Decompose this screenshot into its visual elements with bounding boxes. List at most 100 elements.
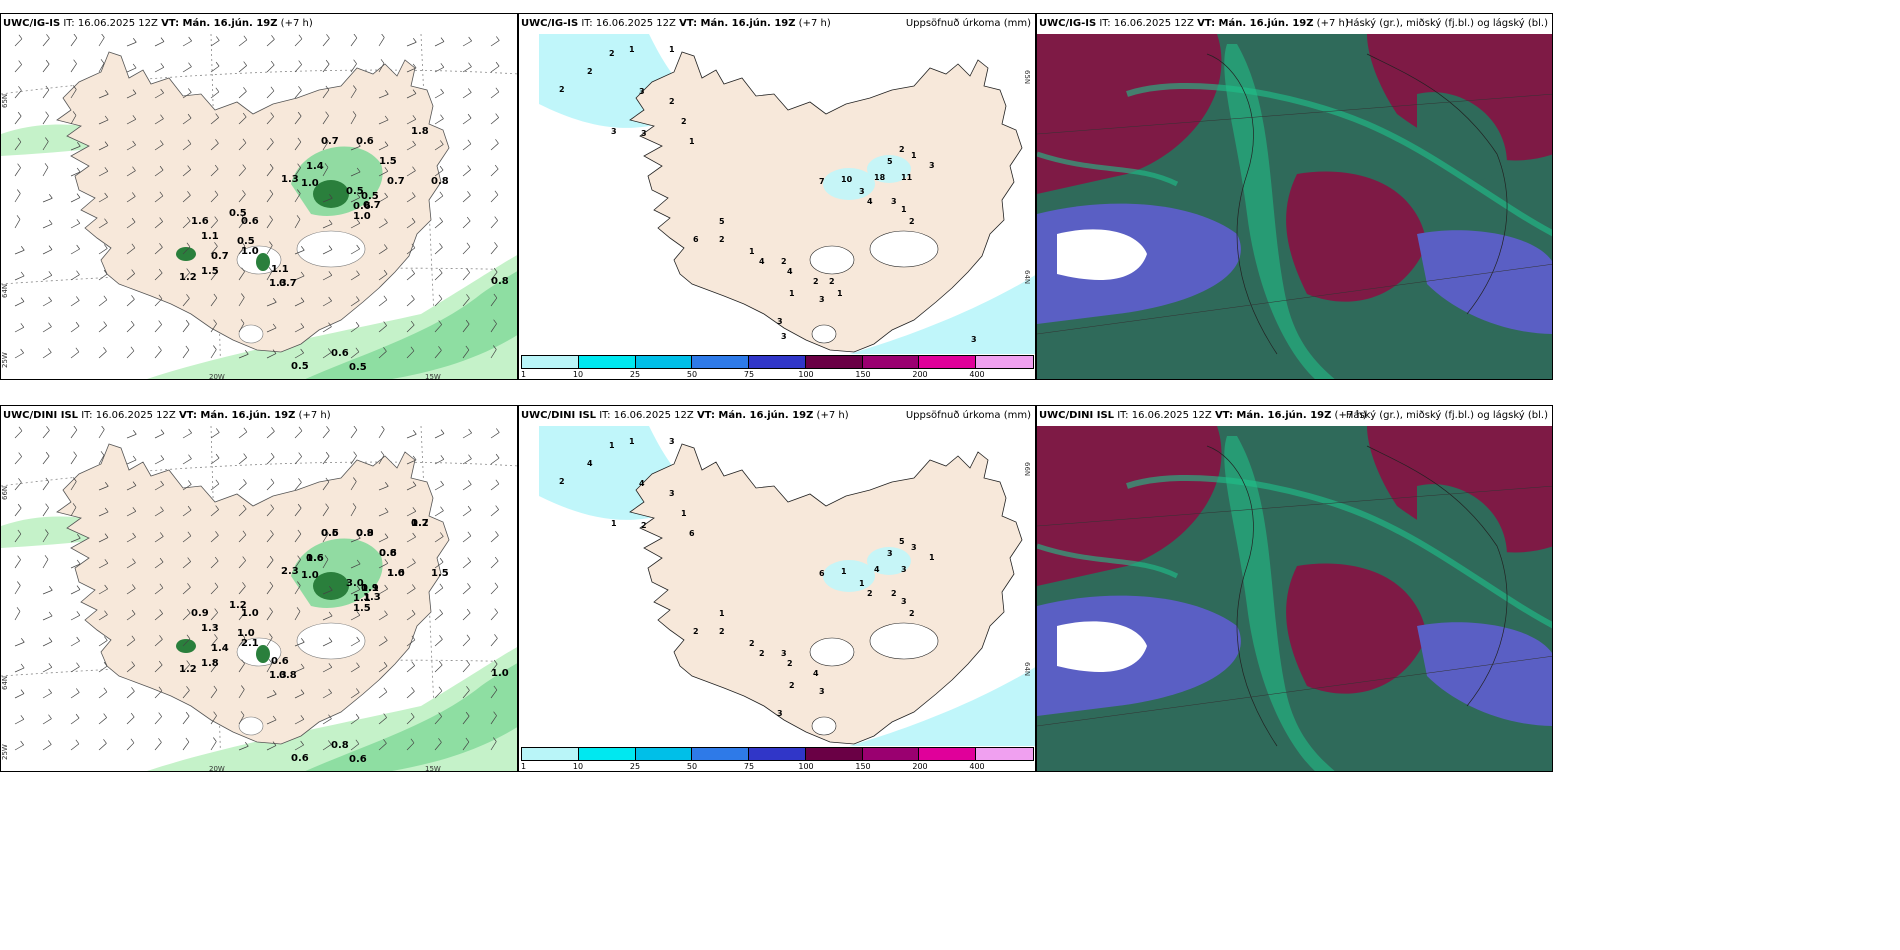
wind-barb-flag [240,711,245,716]
wind-barb [434,92,444,99]
wind-barb [210,457,220,465]
wind-barb-flag [104,533,109,538]
wind-barb-flag [493,267,498,273]
wind-barb-flag [440,140,444,145]
wind-barb-flag [130,712,135,718]
wind-barb-flag [20,297,25,302]
wind-barb [490,483,500,491]
wind-value-label: 0.8 [379,548,397,559]
wind-barb [266,142,274,151]
wind-barb [210,323,217,333]
wind-barb [98,196,108,203]
wind-barb-flag [241,607,246,613]
wind-barb [490,741,497,751]
wind-barb-flag [300,246,305,251]
wind-barb [210,246,218,255]
wind-barb [322,115,329,125]
wind-barb [154,433,165,439]
wind-barb [266,611,273,621]
wind-barb-flag [325,477,330,483]
wind-barb [462,272,470,281]
wind-barb [490,457,500,465]
wind-barb [182,509,192,517]
wind-value-label: 0.5 [237,236,255,247]
wind-barb [42,559,49,569]
iceland-landmass [56,443,450,745]
wind-barb-flag [130,738,135,744]
wind-barb [98,588,108,595]
wind-value-label: 0.6 [271,656,289,667]
precip-value-label: 1 [789,289,795,298]
wind-barb-flag [353,451,357,456]
wind-barb-flag [466,634,471,640]
wind-barb-flag [325,451,330,457]
precip-value-label: 3 [819,687,825,696]
wind-barb-flag [159,609,163,614]
wind-barb-flag [272,323,277,329]
panel-header: UWC/IG-IS IT: 16.06.2025 12Z VT: Mán. 16… [1039,18,1349,29]
legend-tick-label: 400 [969,370,985,379]
wind-barb-flag [356,270,360,275]
latitude-label: 65N [1023,70,1031,84]
wind-barb [14,167,21,177]
wind-barb-flag [160,506,164,511]
wind-barb-flag [160,455,165,460]
wind-barb [350,171,361,177]
precip-value-label: 5 [719,217,725,226]
wind-barb-flag [243,87,247,92]
wind-value-label: 0.7 [363,200,381,211]
wind-value-label: 0.6 [291,753,309,764]
wind-barb-flag [439,243,443,248]
valid-time: VT: Mán. 16.jún. 19Z [679,18,796,29]
wind-barb-flag [76,142,81,147]
wind-barb [70,197,81,203]
wind-barb-flag [213,685,218,691]
precip-value-label: 2 [559,477,565,486]
wind-barb-flag [214,242,218,247]
wind-barb [350,300,360,307]
wind-barb-flag [356,636,360,642]
precip-value-label: 4 [867,197,873,206]
wind-barb-flag [493,659,498,665]
coastline [1366,445,1508,707]
wind-barb-flag [241,215,246,221]
wind-value-label: 1.3 [201,623,219,634]
legend-swatch [692,356,750,368]
wind-barb-flag [468,62,472,67]
wind-barb [238,245,246,255]
wind-barb-flag [45,477,50,483]
panel-header: UWC/DINI ISL IT: 16.06.2025 12Z VT: Mán.… [1039,410,1367,421]
wind-barb-flag [272,349,277,354]
wind-value-label: 0.6 [331,348,349,359]
wind-barb [182,323,190,333]
wind-barb [266,64,275,73]
wind-barb [238,534,247,543]
wind-barb [434,484,444,491]
wind-barb [42,615,53,621]
wind-barb-flag [243,427,248,433]
wind-barb-flag [76,611,81,616]
wind-barb-flag [76,534,81,539]
model-name: UWC/DINI ISL [3,410,79,421]
wind-barb [70,507,77,517]
wind-barb [350,614,360,621]
wind-barb-flag [411,269,415,274]
wind-barb [378,145,389,151]
wind-barb [154,458,164,465]
wind-barb [42,249,53,255]
wind-barb [126,41,137,47]
wind-barb-flag [356,219,361,224]
wind-barb-flag [298,34,303,40]
wind-barb [434,536,444,543]
precip-value-label: 3 [819,295,825,304]
precip-value-label: 1 [689,137,695,146]
wind-barb-flag [383,739,387,744]
wind-barb [406,247,416,255]
wind-barb-flag [45,529,49,534]
wind-barb-flag [242,138,247,144]
wind-barb-flag [410,346,415,352]
wind-barb-flag [412,481,417,486]
wind-barb-flag [494,556,499,562]
wind-barb [322,481,330,491]
wind-barb-flag [132,455,137,461]
